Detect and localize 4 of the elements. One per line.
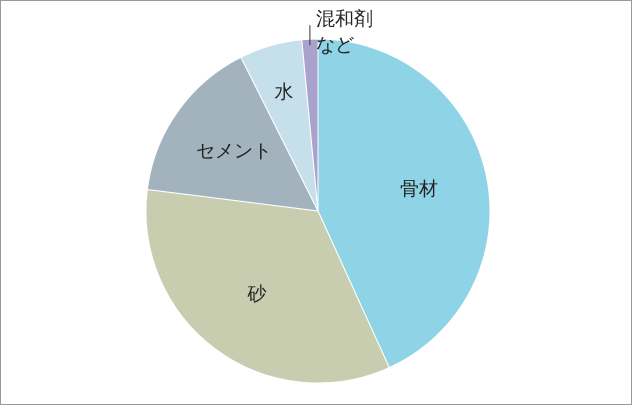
slice-label: 骨材: [400, 177, 438, 202]
slice-label: セメント: [196, 139, 272, 164]
slice-label: 砂: [247, 282, 266, 308]
slice-label: 水: [274, 80, 294, 105]
